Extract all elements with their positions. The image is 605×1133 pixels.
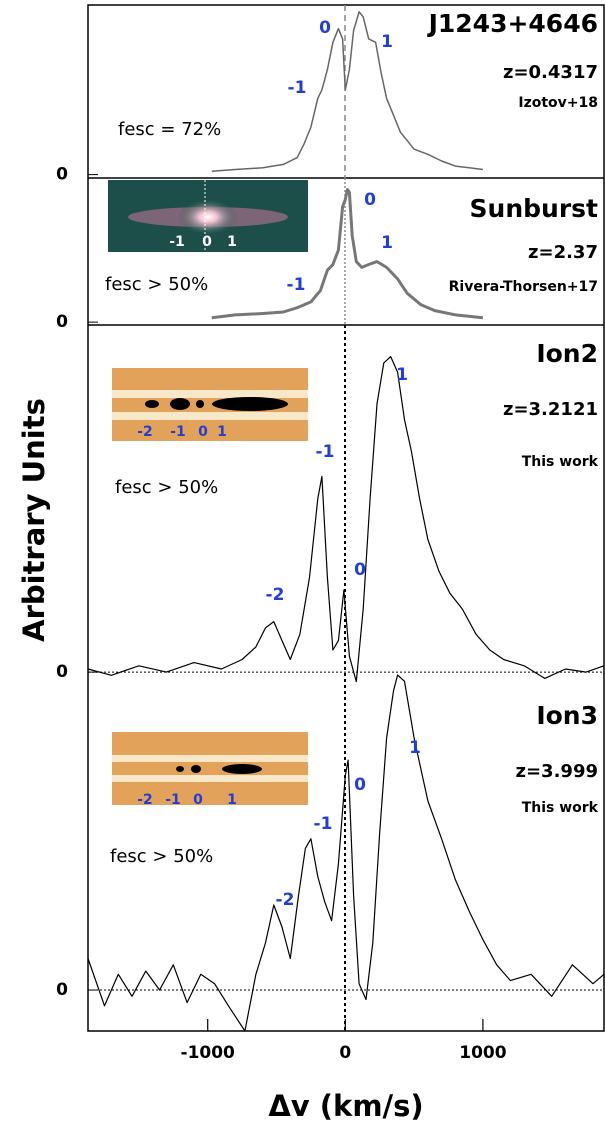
y-tick-label: 0 bbox=[56, 662, 68, 682]
inset-label: -2 bbox=[137, 792, 153, 808]
panel-title: J1243+4646 bbox=[427, 9, 598, 38]
reference: Izotov+18 bbox=[518, 95, 598, 111]
peak-label: -1 bbox=[288, 78, 307, 98]
reference: Rivera-Thorsen+17 bbox=[449, 279, 598, 295]
inset-label: 0 bbox=[202, 234, 212, 250]
y-tick-label: 0 bbox=[56, 980, 68, 1000]
peak-label: 1 bbox=[381, 233, 393, 253]
peak-label: -1 bbox=[316, 442, 335, 462]
peak-label: 1 bbox=[409, 738, 421, 758]
peak-label: -2 bbox=[276, 890, 295, 910]
peak-label: 1 bbox=[396, 365, 408, 385]
panel-title: Ion2 bbox=[536, 339, 598, 368]
peak-label: -2 bbox=[266, 585, 285, 605]
peak-label: 0 bbox=[364, 190, 376, 210]
inset-label: 0 bbox=[193, 792, 203, 808]
inset-label: 1 bbox=[217, 424, 227, 440]
x-tick-label: 0 bbox=[339, 1043, 351, 1063]
panel-title: Ion3 bbox=[536, 701, 598, 730]
inset-label: -1 bbox=[169, 234, 185, 250]
inset-label: -1 bbox=[170, 424, 186, 440]
reference: This work bbox=[522, 454, 599, 470]
inset-label: 1 bbox=[227, 792, 237, 808]
figure: Arbitrary Units Δv (km/s) 0 J1243+4646 z=0… bbox=[0, 0, 605, 1133]
peak-label: 0 bbox=[354, 775, 366, 795]
y-axis-label: Arbitrary Units bbox=[17, 398, 51, 642]
peak-label: 0 bbox=[319, 18, 331, 38]
inset-label: -1 bbox=[165, 792, 181, 808]
peak-label: 1 bbox=[381, 32, 393, 52]
inset-label: -2 bbox=[137, 424, 153, 440]
peak-label: -1 bbox=[314, 814, 333, 834]
fesc-label: fesc = 72% bbox=[118, 119, 221, 140]
reference: This work bbox=[522, 800, 599, 816]
fesc-label: fesc > 50% bbox=[115, 477, 218, 498]
x-axis-label: Δv (km/s) bbox=[268, 1089, 423, 1123]
x-tick-label: 1000 bbox=[459, 1043, 506, 1063]
peak-label: 0 bbox=[354, 560, 366, 580]
fesc-label: fesc > 50% bbox=[105, 274, 208, 295]
inset-label: 0 bbox=[198, 424, 208, 440]
panel-title: Sunburst bbox=[470, 194, 599, 223]
x-tick-label: -1000 bbox=[181, 1043, 236, 1063]
peak-label: -1 bbox=[287, 275, 306, 295]
redshift: z=3.2121 bbox=[503, 399, 598, 420]
redshift: z=2.37 bbox=[528, 242, 598, 263]
inset-label: 1 bbox=[227, 234, 237, 250]
y-tick-label: 0 bbox=[56, 312, 68, 332]
redshift: z=3.999 bbox=[516, 761, 599, 782]
fesc-label: fesc > 50% bbox=[110, 846, 213, 867]
redshift: z=0.4317 bbox=[503, 62, 598, 83]
y-tick-label: 0 bbox=[56, 165, 68, 185]
